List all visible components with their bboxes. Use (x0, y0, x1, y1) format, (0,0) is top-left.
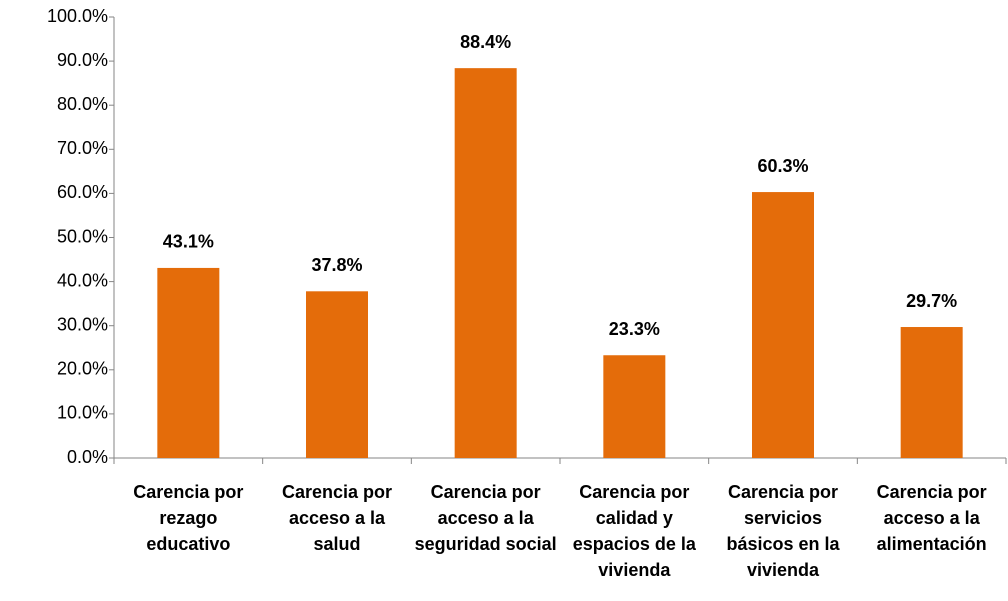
x-tick-label-line: espacios de la (573, 534, 697, 554)
value-label: 37.8% (311, 255, 362, 275)
x-tick-label-line: seguridad social (415, 534, 557, 554)
y-tick-label: 100.0% (47, 6, 108, 26)
x-tick-label-line: Carencia por (877, 482, 987, 502)
bar (306, 291, 368, 458)
x-tick-label-line: vivienda (598, 560, 671, 580)
x-tick-label: Carencia por servicios básicos en la vivien… (726, 482, 840, 580)
value-label: 23.3% (609, 319, 660, 339)
y-tick-label: 80.0% (57, 94, 108, 114)
x-tick-label-line: Carencia por (133, 482, 243, 502)
x-tick-label-line: educativo (146, 534, 230, 554)
y-tick-label: 90.0% (57, 50, 108, 70)
bar (752, 192, 814, 458)
bar (157, 267, 220, 458)
y-tick-label: 40.0% (57, 270, 108, 290)
x-tick-label-line: calidad y (596, 508, 673, 528)
x-tick-label-line: alimentación (877, 534, 987, 554)
x-tick-label: Carencia por calidad y espacios de la vivie… (573, 482, 697, 580)
x-tick-label: Carencia por acceso a la alimentación (877, 482, 987, 554)
x-tick-label-line: Carencia por (431, 482, 541, 502)
x-tick-label: Carencia por acceso a la salud (282, 482, 392, 554)
x-tick-label-line: servicios (744, 508, 822, 528)
bar (454, 68, 517, 458)
y-tick-label: 70.0% (57, 138, 108, 158)
y-tick-label: 0.0% (67, 447, 108, 467)
x-tick-label-line: Carencia por (728, 482, 838, 502)
y-tick-label: 20.0% (57, 359, 108, 379)
y-tick-label: 50.0% (57, 226, 108, 246)
x-tick-label-line: acceso a la (438, 508, 535, 528)
value-label: 88.4% (460, 32, 511, 52)
value-label: 29.7% (906, 291, 957, 311)
x-tick-label-line: rezago (159, 508, 217, 528)
bar (603, 355, 666, 458)
x-tick-label-line: salud (313, 534, 360, 554)
x-tick-label-line: acceso a la (884, 508, 981, 528)
x-tick-label-line: acceso a la (289, 508, 386, 528)
x-tick-label-line: Carencia por (579, 482, 689, 502)
x-tick-label: Carencia por acceso a la seguridad social (415, 482, 557, 554)
y-tick-label: 30.0% (57, 314, 108, 334)
x-tick-label-line: básicos en la (726, 534, 840, 554)
y-tick-label: 60.0% (57, 182, 108, 202)
y-tick-label: 10.0% (57, 403, 108, 423)
bar (900, 327, 963, 458)
value-label: 60.3% (757, 156, 808, 176)
x-tick-label-line: vivienda (747, 560, 820, 580)
x-tick-label: Carencia por rezago educativo (133, 482, 243, 554)
x-tick-label-line: Carencia por (282, 482, 392, 502)
value-label: 43.1% (163, 232, 214, 252)
